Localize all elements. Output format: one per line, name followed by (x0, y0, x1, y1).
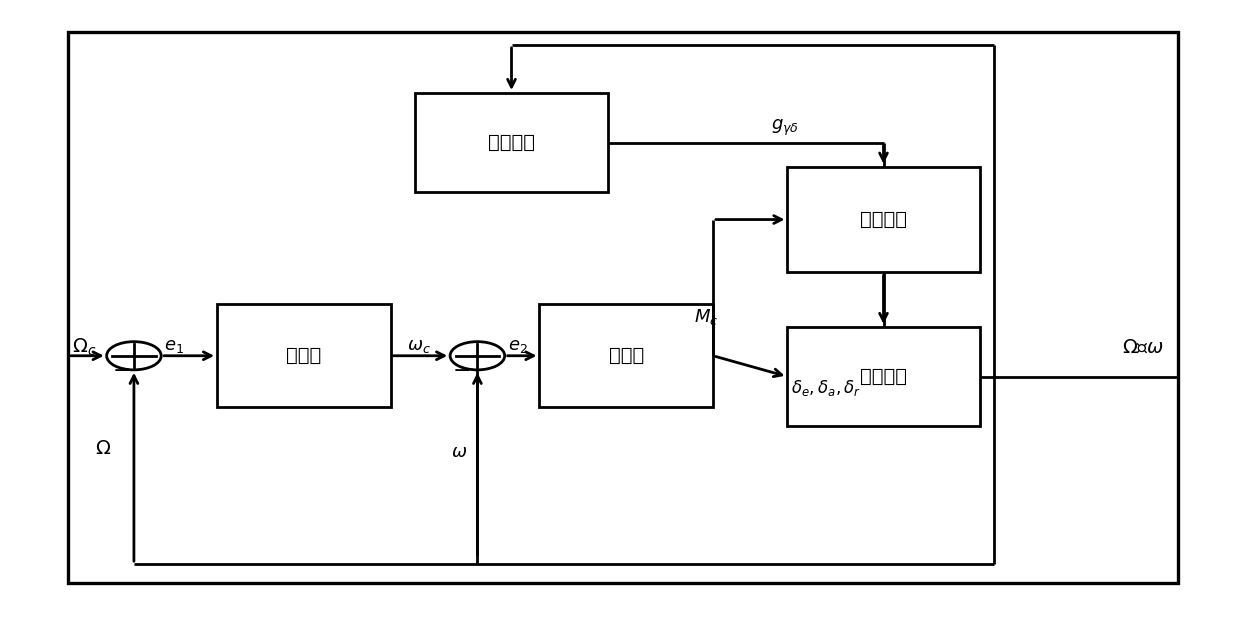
Bar (217, 304, 391, 407)
Text: $M_c$: $M_c$ (694, 307, 719, 328)
Text: $-$: $-$ (113, 358, 130, 379)
Text: 协调因子: 协调因子 (489, 133, 534, 152)
Bar (68, 32, 1178, 583)
Text: $\omega$: $\omega$ (450, 443, 467, 461)
Text: $\omega_c$: $\omega_c$ (407, 337, 430, 355)
Text: $e_2$: $e_2$ (508, 337, 528, 355)
Circle shape (107, 342, 161, 370)
Text: 被控对象: 被控对象 (861, 367, 906, 386)
Text: $-$: $-$ (453, 358, 470, 379)
Text: $\Omega$: $\Omega$ (94, 439, 112, 458)
Text: 协调力矩: 协调力矩 (861, 210, 906, 229)
Text: 慢回路: 慢回路 (286, 346, 321, 365)
Text: $\Omega$、$\omega$: $\Omega$、$\omega$ (1122, 338, 1164, 357)
Circle shape (450, 342, 505, 370)
Bar (787, 167, 980, 272)
Bar (539, 304, 713, 407)
Text: $e_1$: $e_1$ (164, 337, 184, 355)
Text: 快回路: 快回路 (609, 346, 644, 365)
Bar (787, 327, 980, 426)
Text: $\delta_e,\delta_a,\delta_r$: $\delta_e,\delta_a,\delta_r$ (791, 378, 862, 398)
Text: $g_{\gamma\delta}$: $g_{\gamma\delta}$ (771, 118, 800, 138)
Bar (415, 93, 608, 192)
Text: $\Omega_c$: $\Omega_c$ (72, 337, 97, 358)
